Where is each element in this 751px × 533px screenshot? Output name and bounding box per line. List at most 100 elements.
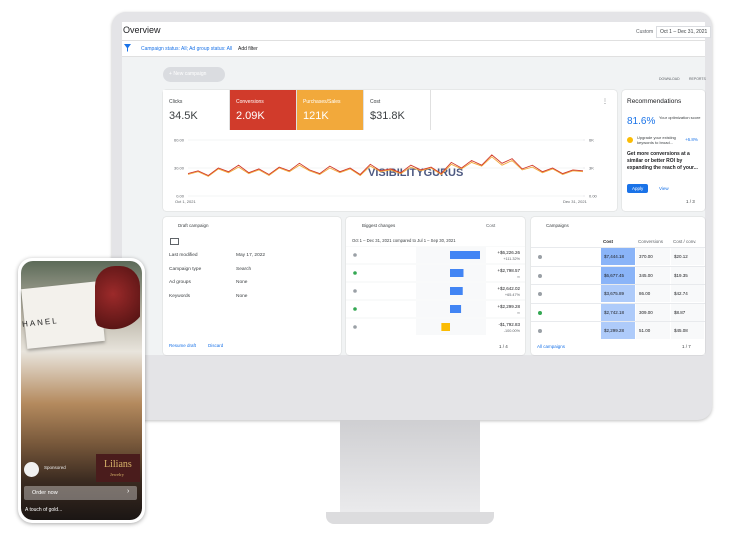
add-filter[interactable]: Add filter [238, 46, 258, 52]
cell-bg [671, 248, 704, 265]
y-tick-label: 30.00 [174, 166, 185, 171]
y2-tick-label: 0.00 [589, 194, 598, 199]
campaign-cell: $2,742.18 [604, 309, 625, 315]
change-bar [450, 287, 463, 295]
changes-metric[interactable]: Cost [486, 223, 496, 228]
metric-value: 121K [303, 110, 329, 122]
reports-button[interactable]: REPORTS [689, 77, 706, 81]
rec-item-icon [627, 137, 633, 143]
campaign-cell: $7,444.18 [604, 254, 625, 259]
rec-score: 81.6% [627, 116, 656, 127]
filter-icon [124, 44, 131, 52]
metric-label: Conversions [236, 99, 264, 105]
status-dot [353, 289, 357, 293]
download-button[interactable]: DOWNLOAD [659, 77, 680, 81]
cta-label: Order now [32, 490, 58, 496]
new-campaign-button[interactable]: + New campaign [163, 67, 225, 82]
cta-arrow: › [127, 488, 130, 495]
rec-item-gain: +6.8% [685, 137, 698, 142]
campaigns-pager: 1 / 7 [682, 344, 691, 349]
campaign-cell: 309.00 [639, 309, 653, 315]
draft-field: Ad groups [169, 280, 191, 285]
y-tick-label: 60.00 [174, 138, 185, 143]
change-pct: ∞ [517, 311, 520, 315]
y2-tick-label: 6K [589, 138, 594, 143]
draft-discard[interactable]: Discard [208, 343, 224, 348]
campaigns-all[interactable]: All campaigns [537, 344, 566, 349]
draft-card [163, 217, 341, 355]
campaign-cell: $6,677.45 [604, 272, 625, 278]
draft-resume[interactable]: Resume draft [169, 343, 197, 348]
changes-table: +$6,226.26 +111.32% +$2,798.57 ∞ +$2,642.02 +… [346, 246, 525, 335]
filter-text[interactable]: Campaign status: All; Ad group status: A… [141, 46, 233, 52]
campaign-cell: $19.35 [674, 272, 688, 278]
campaign-cell: $20.12 [674, 254, 688, 259]
change-pct: +65.47% [505, 293, 521, 297]
x-start-label: Oct 1, 2021 [175, 199, 196, 204]
column-header[interactable]: Conversions [638, 239, 664, 244]
cell-bg [636, 303, 670, 321]
change-pct: -100.00% [504, 329, 521, 333]
rec-score-label: Your optimization score [659, 115, 701, 120]
rec-title: Recommendations [627, 98, 682, 105]
changes-title: Biggest changes [362, 223, 396, 228]
monitor-stand [340, 420, 480, 518]
campaigns-title: Campaigns [546, 223, 569, 228]
cell-bg [601, 322, 635, 339]
rec-item: Upgrade your existing keywords to broad.… [637, 135, 676, 145]
metric-tile[interactable] [163, 90, 230, 130]
status-dot [538, 273, 542, 278]
rec-view[interactable]: View [659, 186, 669, 191]
campaign-cell: 345.00 [639, 272, 653, 278]
metric-tile[interactable] [297, 90, 364, 130]
row-shade [416, 319, 486, 335]
draft-value: Search [236, 266, 252, 272]
metric-value: $31.8K [370, 110, 405, 122]
change-bar [441, 323, 450, 331]
change-bar [450, 251, 480, 259]
status-dot [353, 325, 357, 329]
column-header[interactable]: Cost [603, 239, 613, 244]
row-divider [531, 247, 705, 248]
cell-bg [636, 248, 670, 265]
header-bar [122, 22, 705, 41]
monitor-base [326, 512, 494, 524]
column-header[interactable]: Cost / conv. [673, 239, 697, 244]
metric-tile[interactable] [364, 90, 431, 130]
campaign-cell: $3,675.89 [604, 291, 625, 296]
draft-value: May 17, 2022 [236, 253, 266, 258]
row-divider [531, 302, 705, 304]
caption: A touch of gold... [25, 507, 63, 513]
filter-bar [122, 41, 705, 57]
card-menu[interactable]: ⋮ [602, 99, 608, 105]
x-end-label: Dec 31, 2021 [563, 199, 588, 204]
campaign-cell: $2,299.28 [604, 328, 625, 333]
purchases-line [187, 156, 584, 177]
metric-label: Clicks [169, 99, 183, 105]
cta-button[interactable] [24, 486, 137, 500]
new-campaign-label: New campaign [173, 71, 207, 77]
status-dot [353, 271, 357, 275]
draft-value: None [236, 293, 248, 299]
status-dot [538, 292, 542, 296]
change-bar [450, 269, 464, 277]
date-range[interactable]: Oct 1 – Dec 31, 2021 [656, 26, 712, 38]
campaign-cell: 370.00 [639, 254, 653, 259]
flowers [95, 266, 140, 336]
metric-value: 34.5K [169, 110, 198, 122]
change-pct: ∞ [517, 275, 520, 279]
cell-bg [601, 248, 635, 265]
sponsored-label: Sponsored [44, 465, 66, 470]
campaign-cell: 51.00 [639, 328, 651, 333]
draft-field: Campaign type [169, 266, 202, 272]
cell-bg [601, 266, 635, 284]
metric-value: 2.09K [236, 110, 265, 122]
rec-apply[interactable]: Apply [627, 184, 649, 193]
y2-tick-label: 3K [589, 166, 594, 171]
logo-sub: Jewelry [110, 472, 124, 477]
campaign-cell: 86.00 [639, 291, 651, 296]
metric-label: Purchases/Sales [303, 99, 341, 105]
metric-tile[interactable] [230, 90, 297, 130]
row-divider [531, 321, 705, 322]
status-dot [538, 255, 542, 259]
